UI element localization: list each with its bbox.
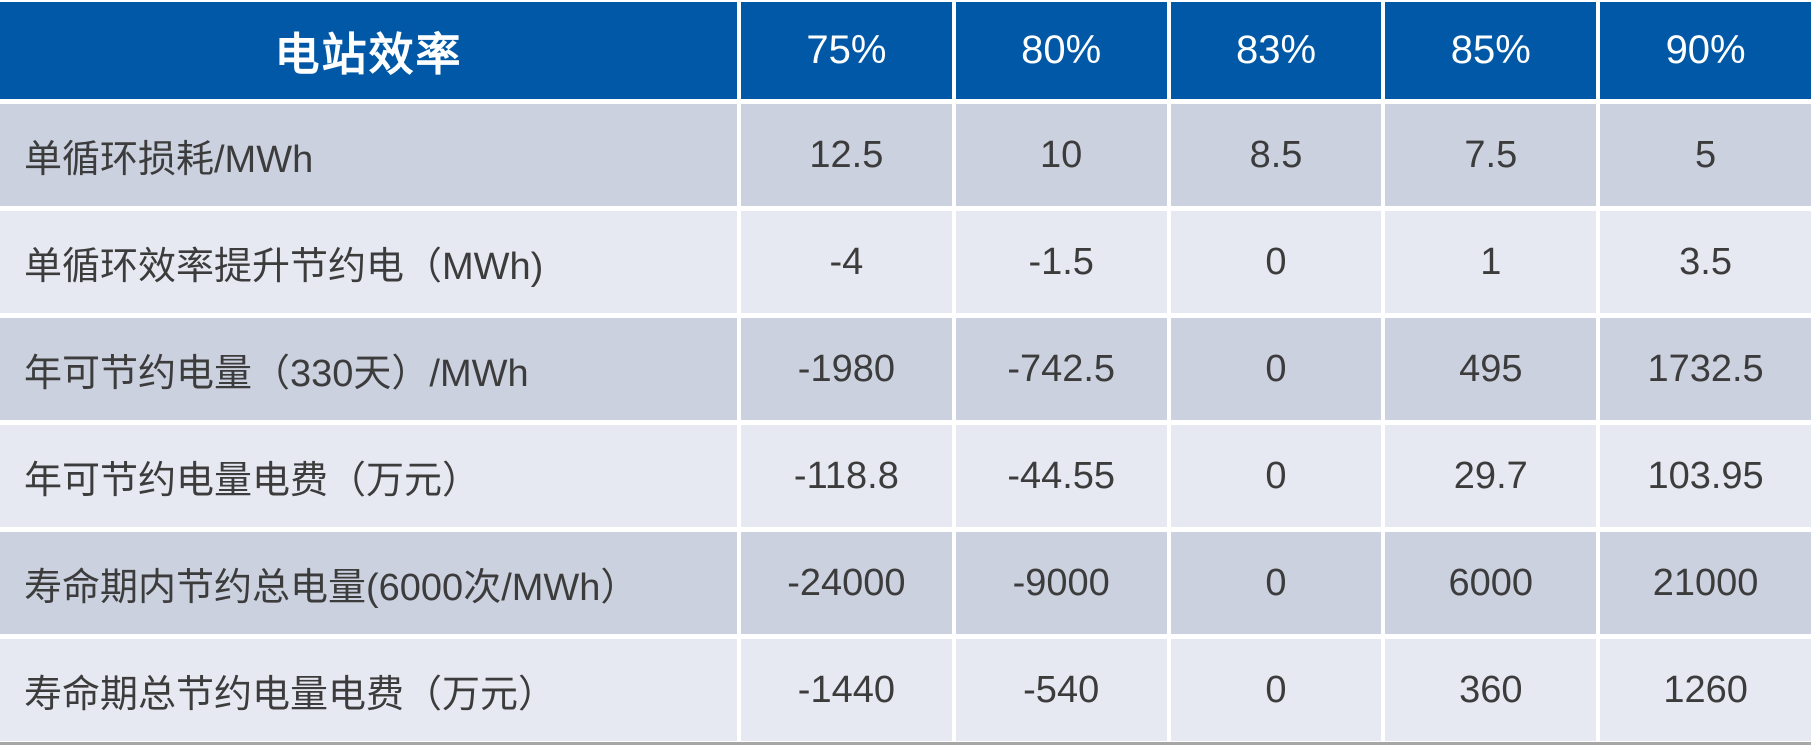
value-cell: 103.95 (1600, 425, 1811, 527)
value-cell: 12.5 (741, 104, 952, 206)
value-cell: -24000 (741, 532, 952, 634)
value-cell: 6000 (1385, 532, 1597, 634)
header-col-83: 83% (1170, 2, 1382, 99)
value-cell: -540 (955, 639, 1167, 741)
value-cell: -1440 (741, 639, 952, 741)
value-cell: 5 (1600, 104, 1811, 206)
value-cell: 3.5 (1600, 211, 1811, 313)
value-cell: 0 (1170, 532, 1382, 634)
value-cell: -118.8 (741, 425, 952, 527)
value-cell: 0 (1170, 425, 1382, 527)
header-title-cell: 电站效率 (0, 2, 737, 99)
row-label-single-cycle-savings: 单循环效率提升节约电（MWh) (0, 211, 737, 313)
value-cell: -44.55 (955, 425, 1167, 527)
header-col-85: 85% (1385, 2, 1597, 99)
value-cell: 1260 (1600, 639, 1811, 741)
value-cell: -1.5 (955, 211, 1167, 313)
value-cell: -742.5 (955, 318, 1167, 420)
header-col-80: 80% (955, 2, 1167, 99)
value-cell: -1980 (741, 318, 952, 420)
value-cell: -4 (741, 211, 952, 313)
value-cell: -9000 (955, 532, 1167, 634)
value-cell: 7.5 (1385, 104, 1597, 206)
value-cell: 0 (1170, 318, 1382, 420)
row-label-annual-cost-savings: 年可节约电量电费（万元） (0, 425, 737, 527)
value-cell: 0 (1170, 211, 1382, 313)
header-col-90: 90% (1600, 2, 1811, 99)
header-col-75: 75% (741, 2, 952, 99)
value-cell: 1 (1385, 211, 1597, 313)
value-cell: 10 (955, 104, 1167, 206)
value-cell: 21000 (1600, 532, 1811, 634)
value-cell: 495 (1385, 318, 1597, 420)
value-cell: 360 (1385, 639, 1597, 741)
row-label-lifetime-energy-savings: 寿命期内节约总电量(6000次/MWh） (0, 532, 737, 634)
value-cell: 0 (1170, 639, 1382, 741)
value-cell: 29.7 (1385, 425, 1597, 527)
row-label-lifetime-cost-savings: 寿命期总节约电量电费（万元） (0, 639, 737, 741)
row-label-single-cycle-loss: 单循环损耗/MWh (0, 104, 737, 206)
value-cell: 1732.5 (1600, 318, 1811, 420)
row-label-annual-energy-savings: 年可节约电量（330天）/MWh (0, 318, 737, 420)
value-cell: 8.5 (1170, 104, 1382, 206)
